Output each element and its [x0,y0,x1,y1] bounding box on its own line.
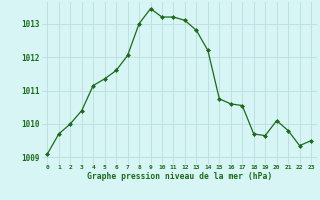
X-axis label: Graphe pression niveau de la mer (hPa): Graphe pression niveau de la mer (hPa) [87,172,272,181]
